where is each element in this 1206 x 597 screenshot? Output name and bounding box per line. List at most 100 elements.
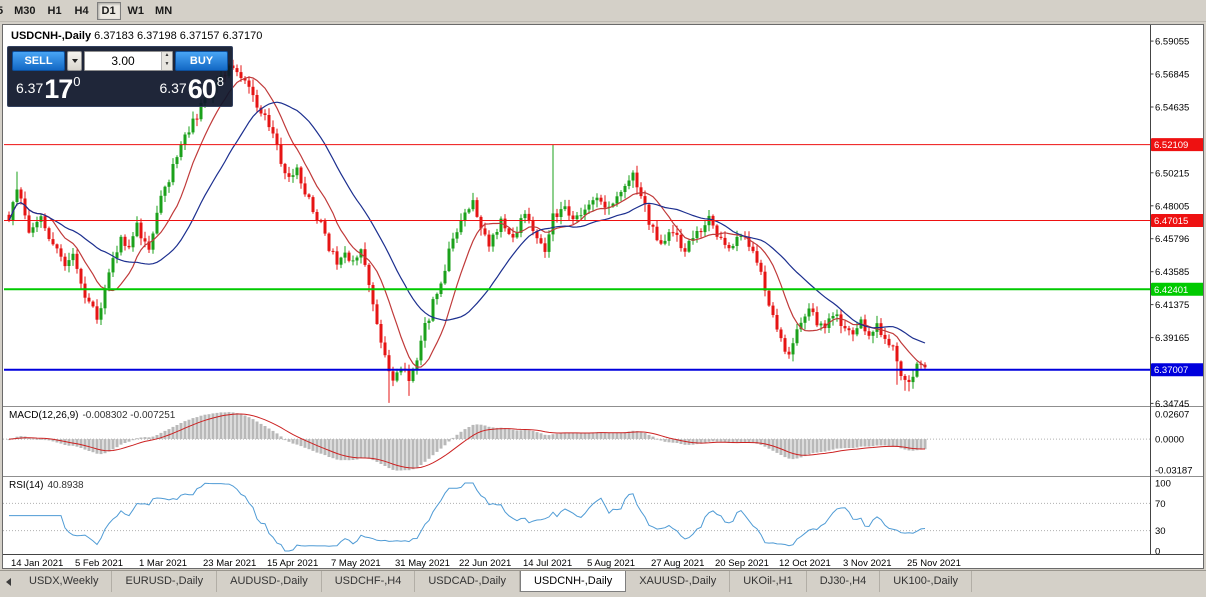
candle-body xyxy=(323,221,327,234)
candle-body xyxy=(23,198,27,216)
chart-tab-audusd-daily[interactable]: AUDUSD-,Daily xyxy=(217,571,322,592)
candle-body xyxy=(747,237,751,247)
candle-body xyxy=(91,301,95,307)
candle-body xyxy=(699,231,703,233)
candle-body xyxy=(723,237,727,245)
macd-histogram-bar xyxy=(387,439,391,469)
macd-histogram-bar xyxy=(59,439,63,444)
macd-histogram-bar xyxy=(215,412,219,440)
macd-histogram-bar xyxy=(459,431,463,440)
timeframe-button-mn[interactable]: MN xyxy=(155,4,173,17)
macd-indicator-label: MACD(12,26,9) -0.008302 -0.007251 xyxy=(9,410,175,421)
candle-body xyxy=(235,68,239,73)
x-axis-date-label: 14 Jan 2021 xyxy=(11,558,63,569)
candle-body xyxy=(795,329,799,344)
macd-histogram-bar xyxy=(75,439,79,447)
macd-histogram-bar xyxy=(275,433,279,440)
rsi-tick-label: 30 xyxy=(1155,526,1166,537)
candle-body xyxy=(911,376,915,383)
macd-histogram-bar xyxy=(911,439,915,451)
chart-tab-usdchf-h4[interactable]: USDCHF-,H4 xyxy=(321,571,416,592)
macd-histogram-bar xyxy=(783,439,787,458)
candle-body xyxy=(883,334,887,339)
chart-tab-eurusd-daily[interactable]: EURUSD-,Daily xyxy=(112,571,218,592)
macd-histogram-bar xyxy=(363,439,367,459)
macd-histogram-bar xyxy=(603,432,607,440)
macd-histogram-bar xyxy=(255,421,259,440)
candle-body xyxy=(147,241,151,250)
macd-histogram-bar xyxy=(611,433,615,440)
volume-increase-button[interactable]: ▲ xyxy=(162,52,172,61)
macd-histogram-bar xyxy=(667,439,671,443)
volume-input[interactable] xyxy=(85,52,161,70)
timeframe-button-5[interactable]: 5 xyxy=(0,4,4,17)
candle-body xyxy=(447,248,451,271)
macd-histogram-bar xyxy=(87,439,91,451)
candle-body xyxy=(615,196,619,204)
macd-histogram-bar xyxy=(871,439,875,447)
chart-tab-xauusd-daily[interactable]: XAUUSD-,Daily xyxy=(626,571,731,592)
macd-histogram-bar xyxy=(47,439,51,441)
macd-histogram-bar xyxy=(107,439,111,452)
price-level-badge xyxy=(1151,282,1203,296)
macd-histogram-bar xyxy=(811,439,815,454)
macd-histogram-bar xyxy=(419,439,423,465)
volume-decrease-button[interactable]: ▼ xyxy=(162,61,172,70)
candle-body xyxy=(419,340,423,361)
candle-body xyxy=(115,252,119,259)
candle-body xyxy=(131,236,135,248)
candle-body xyxy=(35,221,39,228)
candle-body xyxy=(59,248,63,257)
macd-histogram-bar xyxy=(639,431,643,439)
candle-body xyxy=(675,232,679,235)
macd-histogram-bar xyxy=(583,433,587,440)
macd-histogram-bar xyxy=(179,423,183,440)
candle-body xyxy=(75,253,79,269)
timeframe-button-h1[interactable]: H1 xyxy=(47,4,62,17)
macd-histogram-bar xyxy=(863,439,867,447)
sell-button[interactable]: SELL xyxy=(12,51,65,71)
chart-canvas[interactable]: 6.59055 6.56845 6.54635 6.50215 6.48005 6.457… xyxy=(3,25,1204,569)
candle-body xyxy=(811,308,815,313)
macd-histogram-bar xyxy=(851,439,855,448)
trade-options-dropdown[interactable] xyxy=(67,51,82,71)
chart-tab-dj30-h4[interactable]: DJ30-,H4 xyxy=(806,571,881,592)
candle-body xyxy=(27,215,31,233)
chart-tab-usdcad-daily[interactable]: USDCAD-,Daily xyxy=(415,571,520,592)
buy-button[interactable]: BUY xyxy=(175,51,228,71)
candle-body xyxy=(315,212,319,221)
candle-body xyxy=(71,253,75,261)
macd-histogram-bar xyxy=(915,439,919,451)
chart-tab-usdx-weekly[interactable]: USDX,Weekly xyxy=(16,571,113,592)
macd-histogram-bar xyxy=(559,433,563,440)
macd-histogram-bar xyxy=(375,439,379,462)
macd-tick-label: -0.03187 xyxy=(1155,466,1193,477)
macd-values: -0.008302 -0.007251 xyxy=(82,410,176,421)
candle-body xyxy=(251,86,255,96)
macd-histogram-bar xyxy=(119,439,123,445)
timeframe-button-w1[interactable]: W1 xyxy=(127,4,145,17)
candle-body xyxy=(579,215,583,217)
candle-body xyxy=(175,157,179,164)
chart-tab-ukoil-h1[interactable]: UKOil-,H1 xyxy=(730,571,807,592)
tabs-scroll-left-button[interactable] xyxy=(0,571,16,592)
candle-body xyxy=(83,283,87,298)
ma-fast-line xyxy=(8,76,926,368)
candle-body xyxy=(39,216,43,222)
candle-body xyxy=(851,330,855,335)
timeframe-button-d1[interactable]: D1 xyxy=(96,1,121,20)
candle-body xyxy=(571,215,575,220)
chart-tab-uk100-daily[interactable]: UK100-,Daily xyxy=(880,571,973,592)
macd-histogram-bar xyxy=(759,439,763,445)
macd-histogram-bar xyxy=(699,439,703,444)
macd-histogram-bar xyxy=(923,439,927,450)
candle-body xyxy=(427,320,431,323)
candle-body xyxy=(307,194,311,198)
timeframe-button-m30[interactable]: M30 xyxy=(14,4,36,17)
rsi-tick-label: 70 xyxy=(1155,499,1166,510)
timeframe-button-h4[interactable]: H4 xyxy=(74,4,89,17)
candle-body xyxy=(143,238,147,242)
macd-histogram-bar xyxy=(63,439,67,445)
chart-tab-usdcnh-daily[interactable]: USDCNH-,Daily xyxy=(519,571,627,592)
macd-histogram-bar xyxy=(567,432,571,439)
